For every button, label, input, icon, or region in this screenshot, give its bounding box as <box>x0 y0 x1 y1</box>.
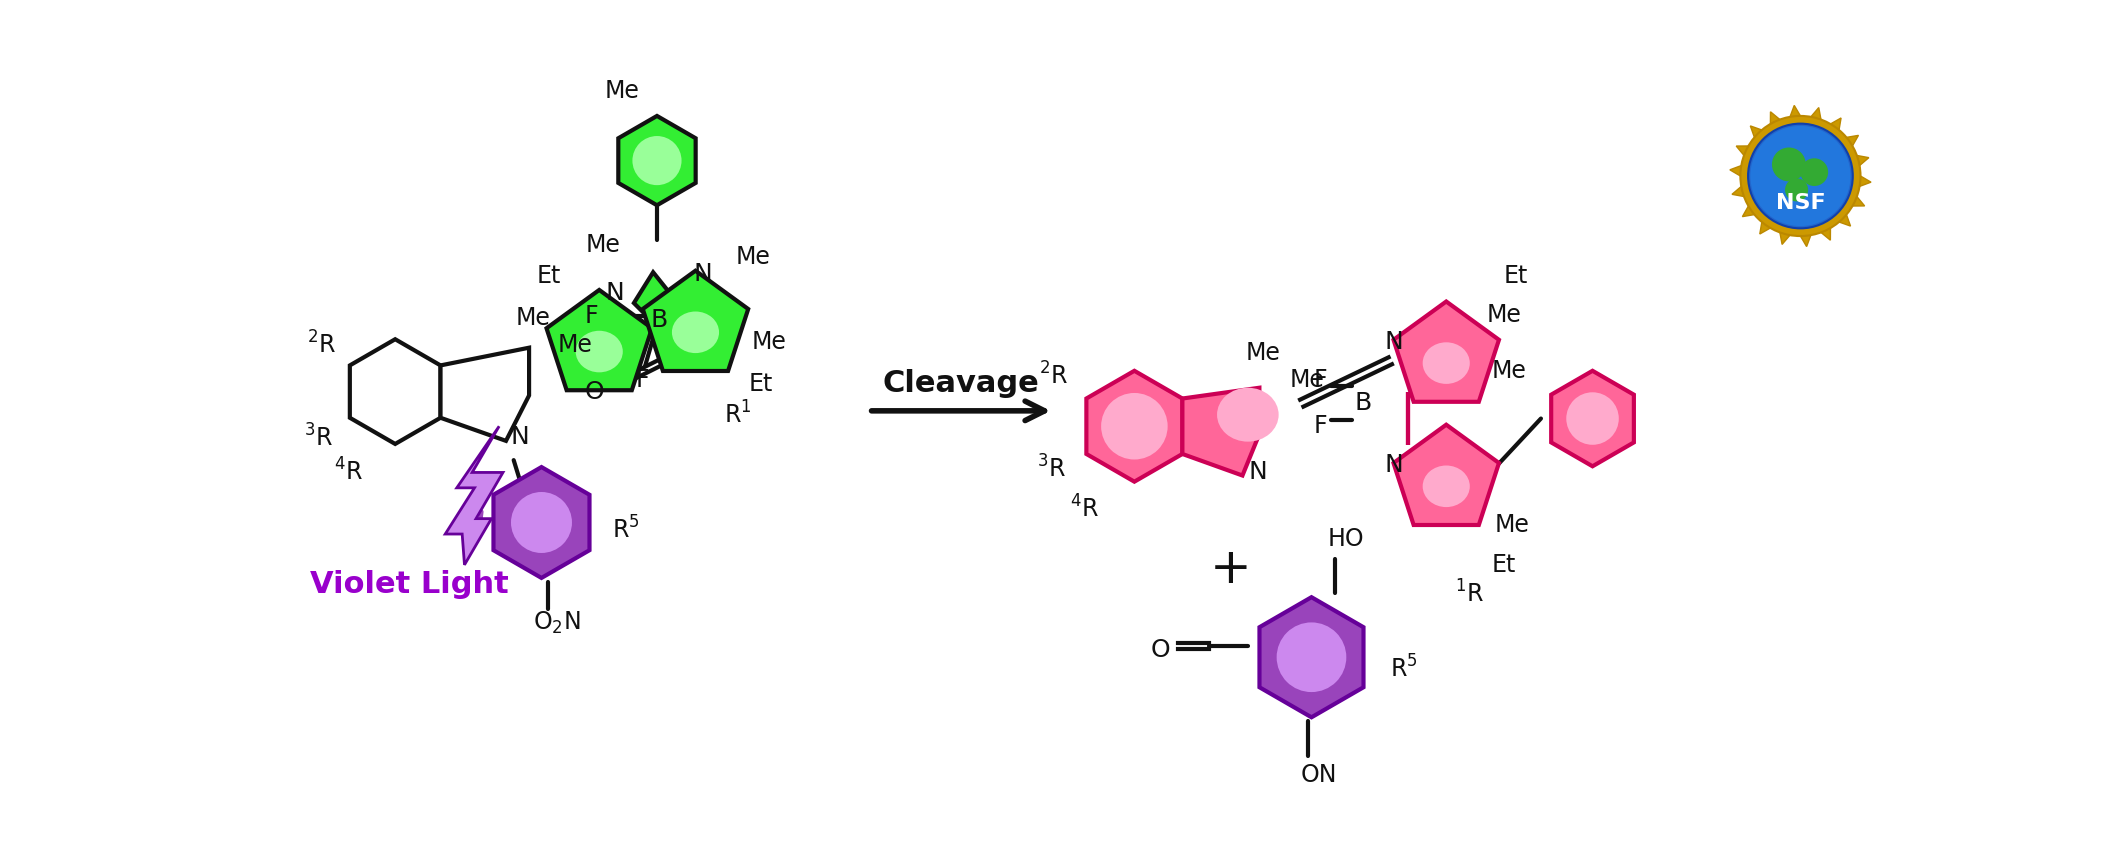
Circle shape <box>1750 126 1851 226</box>
Text: $^4$R: $^4$R <box>1070 496 1100 523</box>
Ellipse shape <box>511 492 572 553</box>
Text: F: F <box>1314 368 1327 392</box>
Polygon shape <box>1743 206 1754 217</box>
Text: Et: Et <box>1491 553 1516 577</box>
Polygon shape <box>1760 222 1771 234</box>
Ellipse shape <box>1102 393 1167 459</box>
Text: B: B <box>650 308 667 332</box>
Text: O: O <box>1150 638 1171 662</box>
Polygon shape <box>1731 165 1741 176</box>
Text: R$^5$: R$^5$ <box>612 517 639 544</box>
Text: NSF: NSF <box>1775 193 1825 213</box>
Text: Me: Me <box>736 245 770 269</box>
Polygon shape <box>1771 111 1779 124</box>
Text: HO: HO <box>1327 527 1365 551</box>
Text: N: N <box>511 425 530 449</box>
Text: Me: Me <box>585 233 620 257</box>
Ellipse shape <box>1277 622 1346 692</box>
Polygon shape <box>349 339 440 444</box>
Text: R$^5$: R$^5$ <box>1390 656 1417 682</box>
Polygon shape <box>1800 235 1811 247</box>
Text: $^2$R: $^2$R <box>307 332 336 359</box>
Polygon shape <box>1182 387 1260 476</box>
Text: $^4$R: $^4$R <box>334 458 364 486</box>
Ellipse shape <box>1422 342 1470 384</box>
Text: B: B <box>1354 391 1371 415</box>
Text: R$^1$: R$^1$ <box>723 401 751 428</box>
Text: F: F <box>1314 414 1327 438</box>
Text: N: N <box>1249 459 1268 483</box>
Polygon shape <box>644 271 749 371</box>
Text: N: N <box>606 281 625 305</box>
Polygon shape <box>618 116 696 205</box>
Polygon shape <box>1779 232 1790 244</box>
Polygon shape <box>1811 108 1821 120</box>
Polygon shape <box>1260 597 1363 717</box>
Text: Me: Me <box>557 333 593 357</box>
Ellipse shape <box>1422 465 1470 507</box>
Polygon shape <box>1838 214 1851 226</box>
Text: F: F <box>585 304 597 328</box>
Polygon shape <box>1821 228 1830 240</box>
Polygon shape <box>1733 187 1743 196</box>
Text: $^3$R: $^3$R <box>1037 455 1066 482</box>
Text: +: + <box>1209 545 1251 593</box>
Text: O$_2$N: O$_2$N <box>534 609 580 636</box>
Text: Violet Light: Violet Light <box>311 570 509 598</box>
Text: N: N <box>1384 330 1403 354</box>
Circle shape <box>1785 178 1809 201</box>
Text: F: F <box>635 368 650 392</box>
Text: $^2$R: $^2$R <box>1039 363 1068 390</box>
Text: $^3$R: $^3$R <box>303 424 332 452</box>
Text: Me: Me <box>606 80 639 104</box>
Polygon shape <box>1394 302 1499 402</box>
Text: Me: Me <box>1495 512 1529 536</box>
Text: Et: Et <box>536 264 562 288</box>
Text: Me: Me <box>1487 303 1520 327</box>
Polygon shape <box>1857 155 1870 165</box>
Circle shape <box>1741 116 1861 236</box>
Circle shape <box>1748 123 1853 228</box>
Text: Cleavage: Cleavage <box>883 369 1039 399</box>
Polygon shape <box>1859 176 1872 187</box>
Text: Me: Me <box>751 330 787 354</box>
Text: Me: Me <box>1245 341 1281 365</box>
Polygon shape <box>1853 196 1865 206</box>
Ellipse shape <box>633 136 681 185</box>
Ellipse shape <box>366 363 425 421</box>
Ellipse shape <box>576 331 622 372</box>
Text: Et: Et <box>749 372 774 396</box>
Text: Et: Et <box>1504 264 1527 288</box>
Text: Me: Me <box>1289 368 1325 392</box>
Circle shape <box>1800 159 1828 186</box>
Ellipse shape <box>1218 387 1279 441</box>
Polygon shape <box>1790 105 1800 117</box>
Text: $^1$R: $^1$R <box>1455 580 1485 608</box>
Text: ON: ON <box>1302 763 1338 787</box>
Text: Me: Me <box>1491 359 1527 383</box>
Polygon shape <box>1830 118 1840 130</box>
Polygon shape <box>446 426 503 565</box>
Polygon shape <box>1846 135 1859 146</box>
Polygon shape <box>494 467 589 578</box>
Polygon shape <box>1087 371 1182 482</box>
Polygon shape <box>1750 126 1762 137</box>
Ellipse shape <box>1567 393 1619 445</box>
Polygon shape <box>1394 425 1499 525</box>
Polygon shape <box>440 348 530 440</box>
Polygon shape <box>1737 146 1748 155</box>
Polygon shape <box>547 290 652 390</box>
Text: N: N <box>694 261 713 285</box>
Circle shape <box>1773 147 1806 182</box>
Text: O: O <box>585 380 604 404</box>
Ellipse shape <box>673 311 719 353</box>
Text: N: N <box>1384 452 1403 476</box>
Text: Me: Me <box>515 307 551 331</box>
Polygon shape <box>1552 371 1634 466</box>
Polygon shape <box>633 273 669 327</box>
